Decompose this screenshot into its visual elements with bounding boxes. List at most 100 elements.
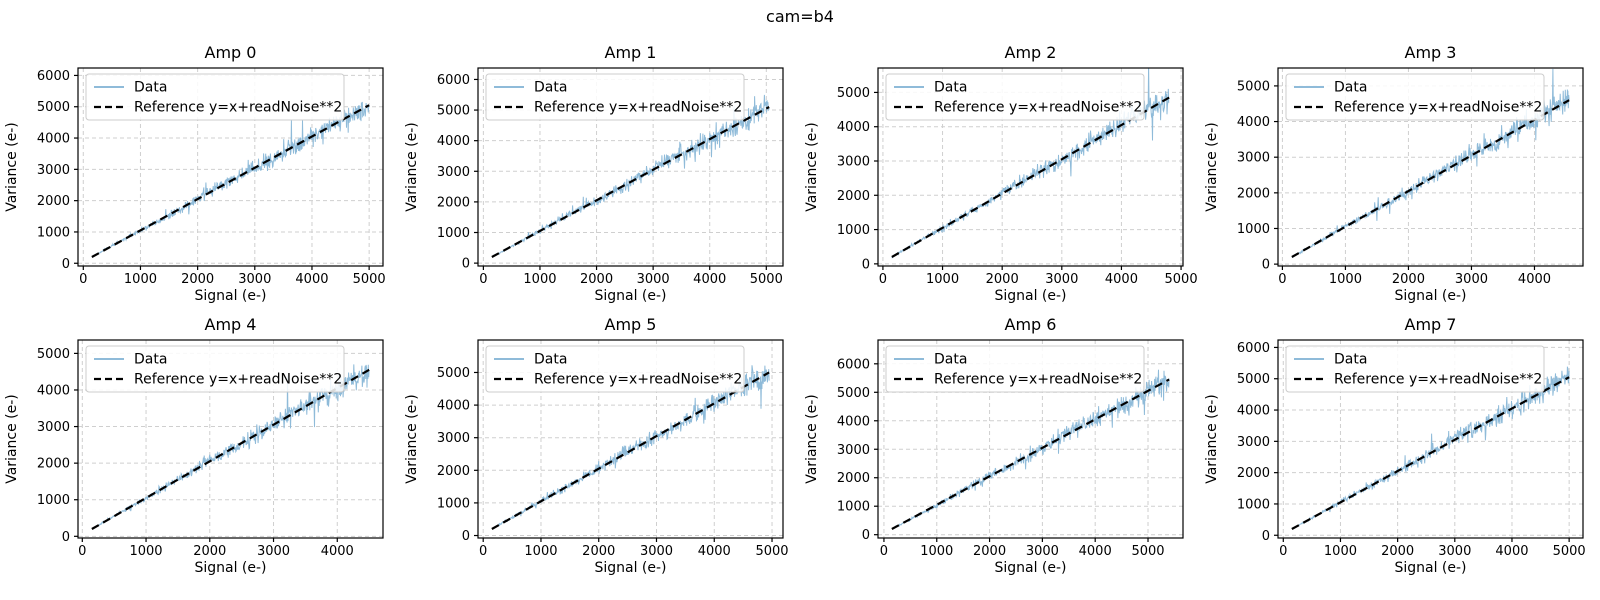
legend-label-reference: Reference y=x+readNoise**2 [934,372,1142,388]
x-tick-label: 0 [79,272,87,287]
x-tick-label: 2000 [973,544,1006,559]
legend-item-reference: Reference y=x+readNoise**2 [1294,100,1542,116]
legend-item-reference: Reference y=x+readNoise**2 [894,100,1142,116]
x-tick-label: 0 [1278,272,1286,287]
chart-canvas-amp-6: 0 1000 2000 3000 4000 5000 0 1000 2000 3000 4000 50… [804,315,1184,576]
legend: Data Reference y=x+readNoise**2 [85,73,345,121]
legend-label-reference: Reference y=x+readNoise**2 [1334,372,1542,388]
legend-label-reference: Reference y=x+readNoise**2 [134,100,342,116]
x-tick-label: 5000 [353,272,386,287]
y-axis: 0 1000 2000 3000 4000 5000 [1237,79,1278,273]
y-axis: 0 1000 2000 3000 4000 5000 6000 [837,357,878,543]
x-tick-label: 1000 [1329,272,1362,287]
chart-canvas-amp-3: 0 1000 2000 3000 4000 0 1000 2000 3000 4000 5000 Am… [1204,43,1584,304]
x-tick-label: 5000 [750,272,783,287]
x-axis: 0 1000 2000 3000 4000 5000 [479,538,789,559]
y-tick-label: 0 [462,257,470,272]
y-tick-label: 6000 [1237,341,1270,356]
x-axis: 0 1000 2000 3000 4000 5000 [880,538,1165,559]
plot-spines [77,339,384,539]
subplot-amp-6: 0 1000 2000 3000 4000 5000 0 1000 2000 3000 4000 50… [800,308,1200,576]
figure-title: cam=b4 [766,7,834,26]
legend-box [85,345,345,393]
y-axis-label: Variance (e-) [1204,394,1220,484]
y-tick-label: 4000 [837,120,870,135]
legend-item-data: Data [94,352,167,368]
y-tick-label: 1000 [1237,222,1270,237]
y-tick-label: 2000 [837,189,870,204]
x-tick-label: 0 [880,544,888,559]
legend-label-reference: Reference y=x+readNoise**2 [534,100,742,116]
chart-canvas-amp-4: 0 1000 2000 3000 4000 0 1000 2000 3000 4000 5000 Am… [4,315,384,576]
x-tick-label: 1000 [124,272,157,287]
legend: Data Reference y=x+readNoise**2 [485,73,745,121]
x-tick-label: 2000 [181,272,214,287]
legend-label-data: Data [534,352,567,368]
y-tick-label: 2000 [437,464,470,479]
y-axis-label: Variance (e-) [4,394,20,484]
legend-label-reference: Reference y=x+readNoise**2 [1334,100,1542,116]
legend: Data Reference y=x+readNoise**2 [885,345,1145,393]
plot-spines [877,67,1184,267]
x-tick-label: 0 [1279,544,1287,559]
y-tick-label: 0 [462,529,470,544]
x-tick-label: 3000 [640,544,673,559]
plot-spines [477,67,784,267]
legend-box [885,345,1145,393]
x-axis-label: Signal (e-) [1394,560,1466,576]
plot-spines [1277,339,1584,539]
legend-label-data: Data [134,80,167,96]
x-tick-label: 4000 [693,272,726,287]
legend-item-reference: Reference y=x+readNoise**2 [494,372,742,388]
subplot-title: Amp 4 [205,315,257,334]
y-axis-label: Variance (e-) [804,394,820,484]
x-axis-label: Signal (e-) [1394,288,1466,304]
x-axis: 0 1000 2000 3000 4000 [1278,266,1551,287]
x-tick-label: 4000 [1079,544,1112,559]
y-tick-label: 4000 [837,414,870,429]
x-axis: 0 1000 2000 3000 4000 5000 [1279,538,1586,559]
x-tick-label: 0 [479,272,487,287]
x-axis: 0 1000 2000 3000 4000 5000 [479,266,783,287]
y-tick-label: 0 [62,530,70,545]
x-tick-label: 4000 [295,272,328,287]
legend-label-reference: Reference y=x+readNoise**2 [934,100,1142,116]
chart-canvas-amp-0: 0 1000 2000 3000 4000 5000 0 1000 2000 3000 4000 50… [4,43,386,304]
x-tick-label: 1000 [920,544,953,559]
x-axis: 0 1000 2000 3000 4000 5000 [79,266,386,287]
legend: Data Reference y=x+readNoise**2 [1285,73,1545,121]
x-tick-label: 2000 [986,272,1019,287]
y-tick-label: 4000 [1237,404,1270,419]
subplot-title: Amp 0 [205,43,257,62]
y-tick-label: 5000 [1237,372,1270,387]
y-tick-label: 3000 [437,431,470,446]
x-tick-label: 5000 [1165,272,1198,287]
plot-spines [477,339,784,539]
y-tick-label: 3000 [837,443,870,458]
legend-box [1285,73,1545,121]
y-tick-label: 3000 [437,165,470,180]
legend-box [1285,345,1545,393]
chart-canvas-amp-5: 0 1000 2000 3000 4000 5000 0 1000 2000 3000 4000 50… [404,315,789,576]
y-tick-label: 1000 [837,223,870,238]
x-axis-label: Signal (e-) [194,288,266,304]
reference-line [1291,99,1570,258]
y-tick-label: 6000 [37,69,70,84]
subplot-title: Amp 2 [1005,43,1057,62]
y-tick-label: 1000 [837,500,870,515]
legend-label-data: Data [1334,352,1367,368]
y-axis: 0 1000 2000 3000 4000 5000 6000 [437,73,478,272]
legend: Data Reference y=x+readNoise**2 [1285,345,1545,393]
plot-spines [877,339,1184,539]
y-axis-label: Variance (e-) [404,394,420,484]
y-tick-label: 1000 [1237,497,1270,512]
x-tick-label: 2000 [582,544,615,559]
reference-line [1291,376,1570,530]
x-axis-label: Signal (e-) [594,560,666,576]
subplot-amp-7: 0 1000 2000 3000 4000 5000 0 1000 2000 3000 4000 50… [1200,308,1600,576]
y-tick-label: 0 [1262,529,1270,544]
legend-label-data: Data [134,352,167,368]
legend-item-data: Data [1294,352,1367,368]
y-tick-label: 3000 [37,420,70,435]
y-tick-label: 6000 [437,73,470,88]
